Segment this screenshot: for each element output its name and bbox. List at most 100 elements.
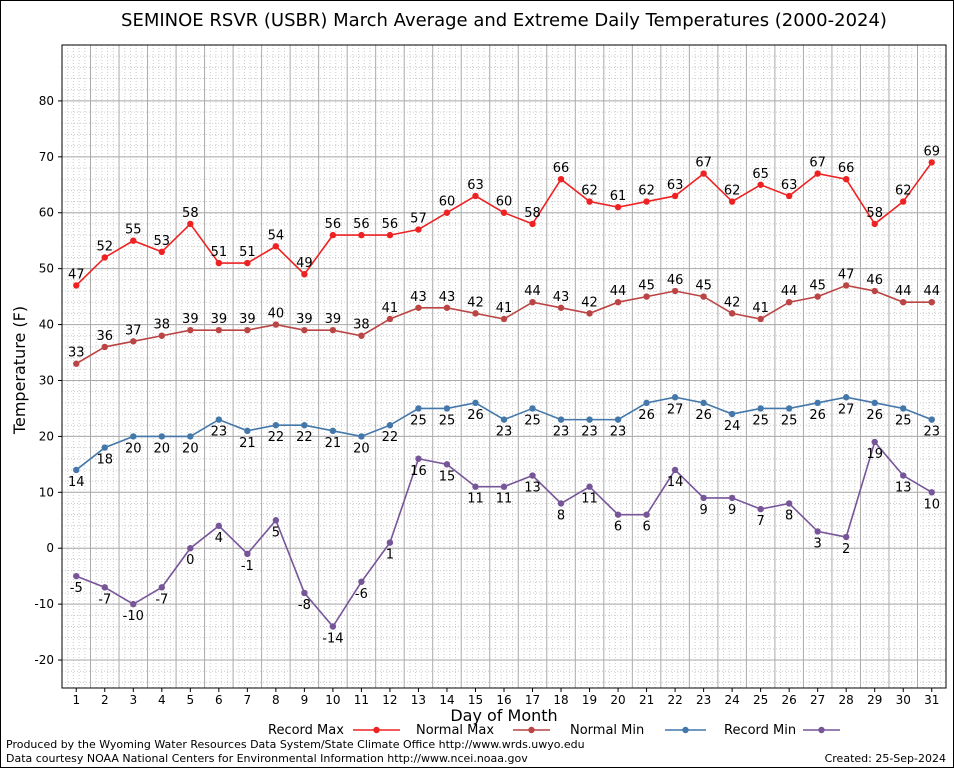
normal-max-data-label: 45 <box>695 279 712 294</box>
y-tick-label: 50 <box>39 262 54 276</box>
normal-max-point <box>728 310 736 317</box>
normal-min-point <box>244 427 251 434</box>
y-tick-label: 20 <box>39 429 54 443</box>
record-max-data-label: 56 <box>325 217 342 232</box>
x-tick-label: 31 <box>924 693 939 707</box>
record-max-data-label: 54 <box>268 228 285 243</box>
normal-min-data-label: 26 <box>866 408 883 423</box>
record-min-data-label: 16 <box>410 464 427 479</box>
record-max-point <box>728 198 736 205</box>
record-max-point <box>329 231 337 239</box>
normal-max-point <box>73 360 80 367</box>
record-min-data-label: 2 <box>842 542 850 557</box>
normal-max-point <box>842 282 850 289</box>
normal-max-point <box>101 343 108 351</box>
record-min-data-label: 3 <box>814 536 822 551</box>
x-tick-label: 14 <box>439 693 454 707</box>
x-tick-label: 4 <box>158 693 166 707</box>
normal-max-point <box>900 299 907 306</box>
y-axis-label: Temperature (F) <box>10 306 29 435</box>
normal-min-data-label: 22 <box>296 430 313 445</box>
record-max-point <box>557 175 565 183</box>
record-min-point <box>614 511 622 518</box>
record-min-data-label: -6 <box>355 587 368 602</box>
record-max-data-label: 67 <box>809 156 826 171</box>
record-max-data-label: 51 <box>239 245 256 260</box>
record-max-point <box>757 181 764 188</box>
normal-max-point <box>814 293 821 300</box>
record-min-data-label: 4 <box>215 531 223 546</box>
x-tick-label: 9 <box>301 693 309 707</box>
normal-max-data-label: 39 <box>211 312 228 327</box>
record-max-point <box>671 192 679 200</box>
record-max-data-label: 60 <box>496 195 513 210</box>
normal-min-point <box>842 394 850 401</box>
record-min-point <box>671 466 679 474</box>
x-tick-label: 27 <box>810 693 825 707</box>
normal-min-point <box>871 399 878 407</box>
record-max-data-label: 51 <box>211 245 228 260</box>
record-min-data-label: 0 <box>186 553 194 568</box>
legend-label-record-max: Record Max <box>268 723 344 738</box>
record-max-point <box>215 259 223 267</box>
record-min-data-label: 9 <box>728 503 736 518</box>
record-min-point <box>187 545 194 552</box>
record-min-point <box>301 589 308 597</box>
record-min-point <box>158 584 166 591</box>
record-max-data-label: 66 <box>553 161 570 176</box>
record-max-point <box>643 198 650 205</box>
normal-max-data-label: 38 <box>154 318 171 333</box>
y-tick-label: 70 <box>39 150 54 164</box>
record-max-data-label: 62 <box>581 184 598 199</box>
legend-label-normal-max: Normal Max <box>416 723 494 738</box>
record-min-data-label: 15 <box>439 469 456 484</box>
normal-min-data-label: 14 <box>68 475 85 490</box>
normal-max-data-label: 44 <box>895 284 912 299</box>
record-min-point <box>900 472 907 479</box>
record-max-data-label: 47 <box>68 267 85 282</box>
record-max-data-label: 63 <box>467 178 484 193</box>
normal-max-data-label: 42 <box>724 295 741 310</box>
x-tick-label: 8 <box>272 693 280 707</box>
normal-max-data-label: 39 <box>182 312 199 327</box>
normal-min-data-label: 18 <box>97 453 114 468</box>
normal-max-data-label: 40 <box>268 307 285 322</box>
normal-min-data-label: 23 <box>610 425 627 440</box>
normal-min-data-label: 26 <box>467 408 484 423</box>
record-max-data-label: 57 <box>410 212 427 227</box>
record-max-point <box>301 271 308 278</box>
record-max-data-label: 61 <box>610 189 627 204</box>
normal-max-point <box>358 332 365 339</box>
record-min-point <box>814 528 821 535</box>
normal-min-point <box>557 416 565 423</box>
record-min-point <box>728 494 736 502</box>
normal-min-point <box>500 416 508 423</box>
record-min-data-label: -10 <box>123 609 144 624</box>
normal-min-point <box>187 433 194 440</box>
normal-min-point <box>785 405 793 412</box>
record-min-data-label: 11 <box>467 492 484 507</box>
record-max-point <box>814 170 821 177</box>
record-max-point <box>785 192 793 200</box>
record-max-data-label: 60 <box>439 195 456 210</box>
footer-created-date: Created: 25-Sep-2024 <box>825 752 946 765</box>
x-tick-label: 17 <box>525 693 540 707</box>
normal-max-point <box>757 315 764 323</box>
normal-max-data-label: 45 <box>638 279 655 294</box>
record-max-point <box>130 237 137 244</box>
normal-max-data-label: 43 <box>410 290 427 305</box>
normal-min-point <box>443 405 451 412</box>
normal-min-data-label: 25 <box>781 413 798 428</box>
record-min-data-label: -7 <box>155 592 168 607</box>
x-tick-label: 2 <box>101 693 109 707</box>
record-min-data-label: -7 <box>98 592 111 607</box>
record-max-point <box>529 220 536 228</box>
normal-min-data-label: 20 <box>182 441 199 456</box>
normal-max-data-label: 46 <box>866 273 883 288</box>
normal-min-data-label: 23 <box>496 425 513 440</box>
normal-max-point <box>871 287 878 295</box>
normal-min-point <box>700 399 707 407</box>
normal-min-point <box>215 416 223 423</box>
